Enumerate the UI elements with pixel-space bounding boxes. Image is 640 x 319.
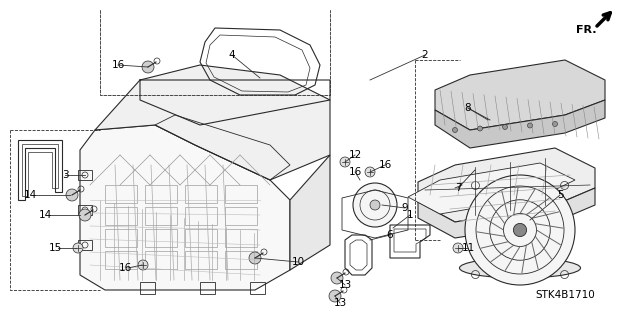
Circle shape xyxy=(527,123,532,128)
Text: STK4B1710: STK4B1710 xyxy=(535,290,595,300)
Text: 14: 14 xyxy=(38,210,52,220)
Polygon shape xyxy=(408,163,575,214)
Text: 14: 14 xyxy=(24,190,36,200)
Circle shape xyxy=(365,167,375,177)
Polygon shape xyxy=(80,125,290,290)
Text: 13: 13 xyxy=(333,298,347,308)
Bar xyxy=(145,185,177,203)
Circle shape xyxy=(453,243,463,253)
Bar xyxy=(140,282,155,294)
Bar xyxy=(78,240,92,250)
Polygon shape xyxy=(418,148,595,222)
Polygon shape xyxy=(290,155,330,270)
Ellipse shape xyxy=(460,258,580,278)
Circle shape xyxy=(353,183,397,227)
Circle shape xyxy=(331,272,343,284)
Bar xyxy=(145,207,177,225)
Circle shape xyxy=(249,252,261,264)
Circle shape xyxy=(513,223,527,237)
Circle shape xyxy=(465,175,575,285)
Bar xyxy=(78,170,92,180)
Circle shape xyxy=(370,200,380,210)
Bar xyxy=(225,207,257,225)
Bar xyxy=(105,251,137,269)
Bar xyxy=(250,282,265,294)
Polygon shape xyxy=(435,60,605,130)
Text: 13: 13 xyxy=(339,280,351,290)
Bar xyxy=(145,251,177,269)
Bar xyxy=(105,229,137,247)
Bar xyxy=(105,185,137,203)
Text: 16: 16 xyxy=(111,60,125,70)
Circle shape xyxy=(79,209,91,221)
Circle shape xyxy=(66,189,78,201)
Bar xyxy=(185,207,217,225)
Bar xyxy=(105,207,137,225)
Circle shape xyxy=(452,128,458,132)
Text: 12: 12 xyxy=(348,150,362,160)
Bar xyxy=(225,185,257,203)
Circle shape xyxy=(138,260,148,270)
Text: 16: 16 xyxy=(378,160,392,170)
Circle shape xyxy=(552,122,557,127)
Text: FR.: FR. xyxy=(576,25,596,35)
Bar xyxy=(200,282,215,294)
Polygon shape xyxy=(418,188,595,238)
Text: 1: 1 xyxy=(406,210,413,220)
Text: 10: 10 xyxy=(291,257,305,267)
Circle shape xyxy=(329,290,341,302)
Text: 7: 7 xyxy=(454,183,461,193)
Bar xyxy=(145,229,177,247)
Bar xyxy=(185,185,217,203)
Polygon shape xyxy=(435,100,605,148)
Text: 4: 4 xyxy=(228,50,236,60)
Bar xyxy=(185,251,217,269)
Bar xyxy=(185,229,217,247)
Text: 6: 6 xyxy=(387,230,394,240)
Text: 16: 16 xyxy=(118,263,132,273)
Bar xyxy=(225,251,257,269)
Text: 8: 8 xyxy=(465,103,471,113)
Text: 9: 9 xyxy=(402,203,408,213)
Text: 16: 16 xyxy=(348,167,362,177)
Polygon shape xyxy=(95,65,330,180)
Circle shape xyxy=(502,124,508,130)
Circle shape xyxy=(477,126,483,131)
Circle shape xyxy=(340,157,350,167)
Text: 5: 5 xyxy=(557,190,563,200)
Bar xyxy=(225,229,257,247)
Bar xyxy=(78,205,92,215)
Text: 2: 2 xyxy=(422,50,428,60)
Text: 15: 15 xyxy=(49,243,61,253)
Circle shape xyxy=(73,243,83,253)
Text: 3: 3 xyxy=(61,170,68,180)
Text: 11: 11 xyxy=(461,243,475,253)
Circle shape xyxy=(142,61,154,73)
